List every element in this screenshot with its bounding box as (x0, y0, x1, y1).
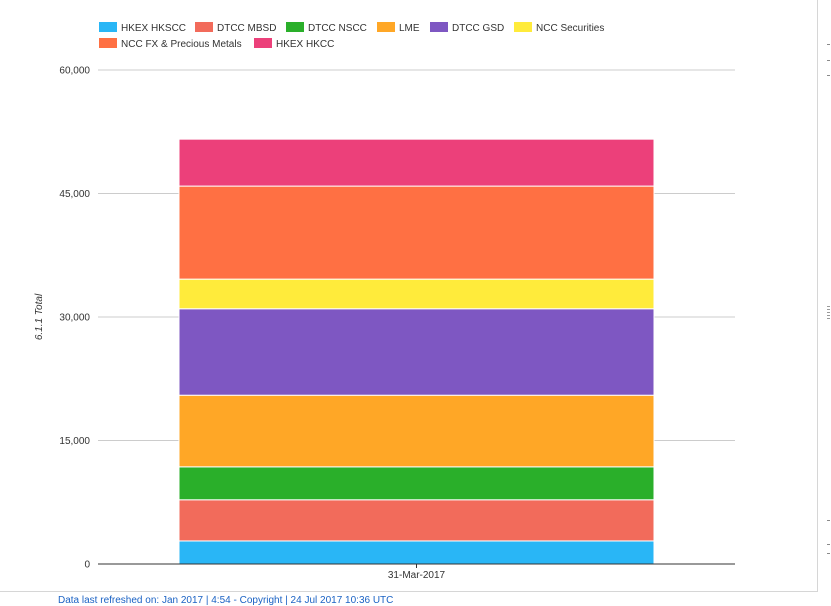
bar-segment-hkex-hkcc[interactable] (178, 138, 655, 187)
legend-label: DTCC NSCC (308, 23, 367, 34)
y-tick-label: 30,000 (59, 313, 90, 324)
chart-frame (0, 0, 818, 592)
legend-item-ncc-fx-precious-metals[interactable]: NCC FX & Precious Metals (99, 38, 242, 50)
y-axis-ticks: 0 15,000 30,000 45,000 60,000 (59, 66, 90, 571)
x-axis: 31-Mar-2017 (98, 563, 735, 581)
legend-item-lme[interactable]: LME (377, 22, 420, 34)
bar-segment-ncc-securities[interactable] (178, 278, 655, 310)
scroll-grip-icon[interactable] (827, 306, 830, 320)
legend-swatch (377, 22, 395, 32)
legend-swatch (195, 22, 213, 32)
bar-segment-dtcc-gsd[interactable] (178, 308, 655, 396)
legend-swatch (99, 38, 117, 48)
bars (178, 138, 655, 565)
legend-item-dtcc-gsd[interactable]: DTCC GSD (430, 22, 504, 34)
scrollbar[interactable] (826, 0, 831, 601)
legend-label: LME (399, 23, 420, 34)
legend-swatch (430, 22, 448, 32)
bar-segment-dtcc-mbsd[interactable] (178, 499, 655, 542)
y-tick-label: 45,000 (59, 189, 90, 200)
legend-item-ncc-securities[interactable]: NCC Securities (514, 22, 604, 34)
legend-swatch (254, 38, 272, 48)
legend-label: NCC FX & Precious Metals (121, 39, 242, 50)
stacked-bar-chart: HKEX HKSCC DTCC MBSD DTCC NSCC LME DTCC GSD N… (34, 22, 735, 581)
legend-label: HKEX HKSCC (121, 23, 186, 34)
legend-label: HKEX HKCC (276, 39, 334, 50)
x-tick-label: 31-Mar-2017 (388, 570, 446, 581)
footer-link[interactable]: Data last refreshed on: Jan 2017 | 4:54 … (58, 595, 394, 606)
legend-label: DTCC MBSD (217, 23, 276, 34)
legend-item-hkex-hkscc[interactable]: HKEX HKSCC (99, 22, 186, 34)
legend-label: NCC Securities (536, 23, 604, 34)
legend-item-dtcc-mbsd[interactable]: DTCC MBSD (195, 22, 276, 34)
y-tick-label: 0 (84, 560, 90, 571)
bar-segment-hkex-hkscc[interactable] (178, 540, 655, 565)
bar-segment-ncc-fx-precious-metals[interactable] (178, 185, 655, 280)
legend-item-hkex-hkcc[interactable]: HKEX HKCC (254, 38, 334, 50)
legend: HKEX HKSCC DTCC MBSD DTCC NSCC LME DTCC GSD N… (99, 22, 604, 50)
legend-swatch (514, 22, 532, 32)
y-axis-title: 6.1.1 Total (34, 293, 45, 340)
legend-item-dtcc-nscc[interactable]: DTCC NSCC (286, 22, 367, 34)
legend-swatch (99, 22, 117, 32)
legend-label: DTCC GSD (452, 23, 504, 34)
y-tick-label: 15,000 (59, 436, 90, 447)
bar-segment-lme[interactable] (178, 394, 655, 468)
bar-segment-dtcc-nscc[interactable] (178, 466, 655, 501)
legend-swatch (286, 22, 304, 32)
y-tick-label: 60,000 (59, 66, 90, 77)
